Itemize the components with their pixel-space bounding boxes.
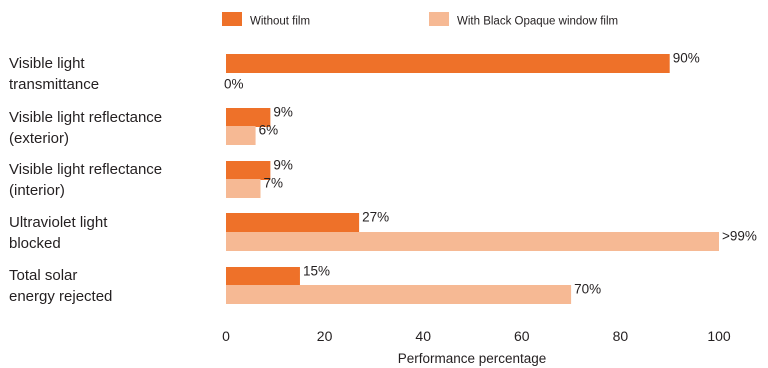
bar-1-2 [226, 179, 261, 198]
data-labels: 90% 9% 9% 27% 15% 0% 6% 7% >99% 70% [224, 51, 757, 297]
data-label-1-2: 7% [264, 176, 284, 191]
data-label-1-0: 0% [224, 77, 244, 92]
data-label-1-1: 6% [259, 123, 279, 138]
bar-1-1 [226, 126, 256, 145]
x-tick-label-2: 40 [415, 328, 431, 344]
category-label-0-line-0: Visible light [9, 55, 85, 72]
legend-swatch-0 [222, 12, 242, 26]
category-label-1-line-1: (exterior) [9, 130, 69, 147]
bars [226, 54, 719, 304]
x-axis-ticks: 0 20 40 60 80 100 [222, 328, 731, 344]
bar-0-1 [226, 108, 271, 127]
category-label-1-line-0: Visible light reflectance [9, 109, 162, 126]
category-label-3-line-1: blocked [9, 235, 61, 252]
x-tick-label-0: 0 [222, 328, 230, 344]
data-label-0-2: 9% [273, 158, 293, 173]
legend-label-1-part-0: With [457, 16, 483, 28]
bar-1-3 [226, 232, 719, 251]
x-tick-label-3: 60 [514, 328, 530, 344]
category-labels: Visible light transmittance Visible light … [9, 55, 162, 305]
data-label-0-1: 9% [273, 105, 293, 120]
category-label-4-line-1: energy rejected [9, 288, 112, 305]
x-tick-label-5: 100 [707, 328, 731, 344]
legend-label-1-part-2: window film [555, 16, 618, 28]
legend-swatch-1 [429, 12, 449, 26]
bar-0-0 [226, 54, 670, 73]
data-label-0-4: 15% [303, 264, 330, 279]
x-axis-title: Performance percentage [398, 351, 547, 366]
category-label-2-line-1: (interior) [9, 182, 65, 199]
bar-0-2 [226, 161, 271, 180]
bar-0-3 [226, 213, 360, 232]
category-label-3-line-0: Ultraviolet light [9, 214, 108, 231]
x-tick-label-4: 80 [613, 328, 629, 344]
legend-label-0: Without film [250, 16, 310, 28]
legend: Without film With Black Opaque window fil… [222, 12, 618, 28]
legend-label-1: With Black Opaque window film [457, 16, 618, 28]
bar-1-4 [226, 285, 572, 304]
legend-label-1-part-1: Black Opaque [483, 16, 555, 28]
bar-0-4 [226, 267, 300, 286]
category-label-0-line-1: transmittance [9, 76, 99, 93]
data-label-0-3: 27% [362, 210, 389, 225]
category-label-4-line-0: Total solar [9, 267, 77, 284]
data-label-1-3: >99% [722, 229, 757, 244]
data-label-1-4: 70% [574, 282, 601, 297]
x-tick-label-1: 20 [317, 328, 333, 344]
category-label-2-line-0: Visible light reflectance [9, 161, 162, 178]
data-label-0-0: 90% [673, 51, 700, 66]
